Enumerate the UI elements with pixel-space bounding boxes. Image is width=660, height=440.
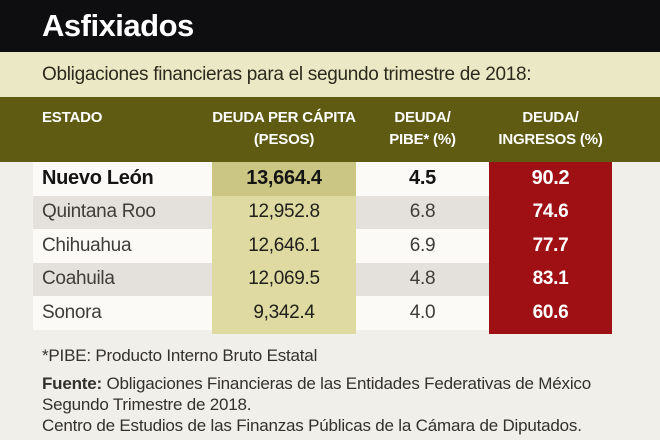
column-header-estado: ESTADO: [33, 107, 212, 151]
per-capita-cell: 13,664.4: [212, 162, 356, 196]
table-header: ESTADO DEUDA PER CÁPITA (PESOS) DEUDA/ P…: [0, 97, 660, 162]
table-row: Coahuila 12,069.5 4.8 83.1: [33, 262, 612, 296]
pibe-cell: 4.0: [356, 296, 489, 330]
per-capita-cell: 12,646.1: [212, 229, 356, 263]
column-header-line: ESTADO: [42, 109, 103, 126]
column-header-line: INGRESOS (%): [498, 131, 603, 148]
source-label: Fuente:: [42, 373, 102, 393]
column-header-line: DEUDA PER CÁPITA: [212, 109, 356, 126]
table-row: Quintana Roo 12,952.8 6.8 74.6: [33, 195, 612, 229]
table-body: Nuevo León 13,664.4 4.5 90.2 Quintana Ro…: [0, 162, 660, 334]
column-header-deuda-pibe: DEUDA/ PIBE* (%): [356, 107, 489, 151]
pibe-cell: 6.9: [356, 229, 489, 263]
table-row: Nuevo León 13,664.4 4.5 90.2: [33, 162, 612, 196]
page-title: Asfixiados: [42, 8, 194, 43]
per-capita-cell: 12,069.5: [212, 262, 356, 296]
subtitle-bar: Obligaciones financieras para el segundo…: [0, 52, 660, 97]
pibe-cell: 6.8: [356, 195, 489, 229]
state-cell: Coahuila: [33, 262, 212, 296]
source-line-2: Segundo Trimestre de 2018.: [42, 394, 252, 414]
column-header-line: DEUDA/: [522, 109, 579, 126]
foot-spacer: [356, 330, 489, 334]
pibe-cell: 4.8: [356, 262, 489, 296]
foot-red-extension: [489, 329, 612, 334]
state-cell: Nuevo León: [33, 162, 212, 196]
state-cell: Sonora: [33, 296, 212, 330]
column-header-deuda-per-capita: DEUDA PER CÁPITA (PESOS): [212, 107, 356, 151]
pibe-footnote: *PIBE: Producto Interno Bruto Estatal: [42, 345, 318, 365]
foot-khaki-extension: [212, 329, 356, 334]
ingresos-cell: 90.2: [489, 162, 612, 196]
title-bar: Asfixiados: [0, 0, 660, 52]
table-foot-extension: [33, 329, 612, 334]
column-header-deuda-ingresos: DEUDA/ INGRESOS (%): [489, 107, 612, 151]
source-line-1: Obligaciones Financieras de las Entidade…: [106, 373, 592, 393]
ingresos-cell: 83.1: [489, 262, 612, 296]
subtitle: Obligaciones financieras para el segundo…: [42, 63, 532, 85]
column-header-line: DEUDA/: [394, 109, 451, 126]
source-text: Fuente: Obligaciones Financieras de las …: [42, 373, 627, 436]
column-header-line: (PESOS): [253, 131, 315, 148]
footer-notes: *PIBE: Producto Interno Bruto Estatal Fu…: [42, 346, 627, 436]
per-capita-cell: 9,342.4: [212, 296, 356, 330]
source-line-3: Centro de Estudios de las Finanzas Públi…: [42, 415, 582, 435]
per-capita-cell: 12,952.8: [212, 195, 356, 229]
ingresos-cell: 77.7: [489, 229, 612, 263]
ingresos-cell: 74.6: [489, 195, 612, 229]
foot-spacer: [33, 330, 212, 334]
ingresos-cell: 60.6: [489, 296, 612, 330]
pibe-cell: 4.5: [356, 162, 489, 196]
table-row: Sonora 9,342.4 4.0 60.6: [33, 296, 612, 330]
state-cell: Quintana Roo: [33, 195, 212, 229]
column-header-line: PIBE* (%): [389, 131, 456, 148]
table-row: Chihuahua 12,646.1 6.9 77.7: [33, 229, 612, 263]
state-cell: Chihuahua: [33, 229, 212, 263]
